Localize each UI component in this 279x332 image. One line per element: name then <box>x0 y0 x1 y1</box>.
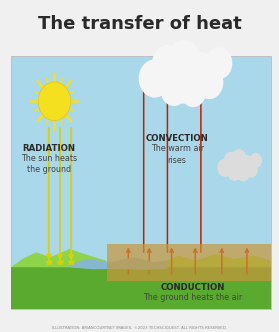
Circle shape <box>244 162 258 178</box>
Circle shape <box>217 159 233 177</box>
Circle shape <box>38 82 71 121</box>
Circle shape <box>167 40 200 79</box>
Circle shape <box>195 65 223 99</box>
Text: The transfer of heat: The transfer of heat <box>38 15 241 33</box>
Circle shape <box>166 61 201 104</box>
Text: The ground heats the air: The ground heats the air <box>143 293 242 302</box>
Circle shape <box>249 153 262 168</box>
Text: RADIATION: RADIATION <box>22 144 75 153</box>
Polygon shape <box>145 254 271 267</box>
Circle shape <box>139 59 171 98</box>
Circle shape <box>231 149 247 168</box>
Text: The warm air
rises: The warm air rises <box>151 144 204 165</box>
FancyBboxPatch shape <box>107 244 271 281</box>
Circle shape <box>237 167 249 182</box>
Text: The sun heats
the ground: The sun heats the ground <box>21 154 77 175</box>
Polygon shape <box>11 267 271 309</box>
Circle shape <box>224 152 239 169</box>
FancyBboxPatch shape <box>11 56 271 309</box>
Circle shape <box>160 74 187 106</box>
Circle shape <box>228 166 241 181</box>
Circle shape <box>230 159 247 180</box>
Text: CONDUCTION: CONDUCTION <box>160 283 225 292</box>
Polygon shape <box>11 249 106 267</box>
Circle shape <box>152 45 183 82</box>
Text: ILLUSTRATION: BRIANCOURTNEY IMAGES, ©2023 TECHSCIQUEST. ALL RIGHTS RESERVED.: ILLUSTRATION: BRIANCOURTNEY IMAGES, ©202… <box>52 325 227 329</box>
Text: CONVECTION: CONVECTION <box>146 134 208 143</box>
Circle shape <box>181 77 206 107</box>
Circle shape <box>184 52 216 90</box>
Polygon shape <box>70 257 167 270</box>
Circle shape <box>205 47 232 79</box>
Circle shape <box>239 155 254 173</box>
